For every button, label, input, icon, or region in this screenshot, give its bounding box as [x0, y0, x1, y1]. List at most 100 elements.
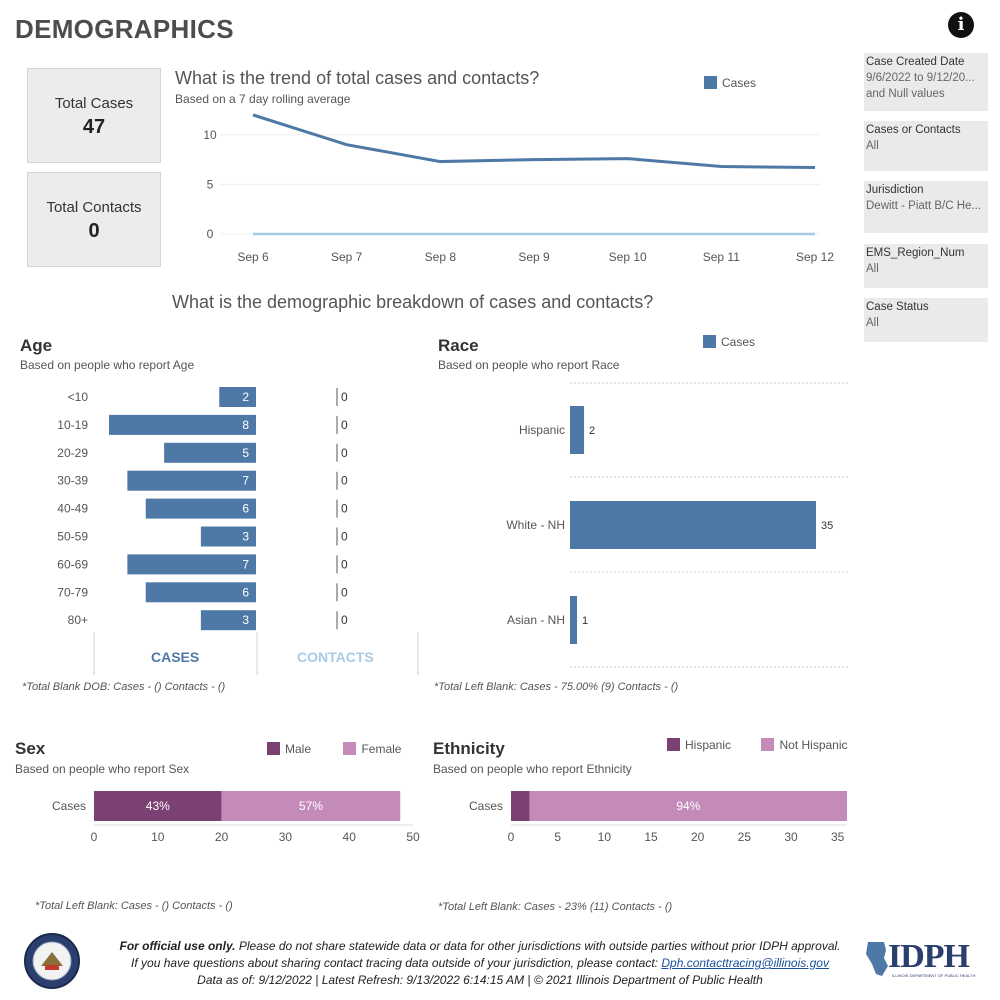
age-cases-value-label: 3 [242, 530, 249, 544]
filter-cases-or-contacts[interactable]: Cases or Contacts All [864, 121, 988, 171]
ethnicity-x-tick-label: 0 [508, 830, 515, 844]
filter-value: 9/6/2022 to 9/12/20... and Null values [866, 70, 986, 102]
sex-legend: Male Female [267, 740, 401, 758]
race-value-label: 1 [582, 615, 588, 627]
filter-case-created-date[interactable]: Case Created Date 9/6/2022 to 9/12/20... a… [864, 53, 988, 111]
race-bar-chart: Hispanic 2 White - NH 35 Asian - NH 1 [506, 382, 850, 668]
filter-value: All [866, 138, 986, 154]
filter-label: Jurisdiction [866, 184, 924, 196]
age-contacts-value-label: 0 [341, 502, 348, 516]
sex-x-tick-label: 10 [151, 830, 165, 844]
filter-label: EMS_Region_Num [866, 247, 965, 259]
sex-x-tick-label: 20 [215, 830, 229, 844]
ethnicity-x-tick-label: 35 [831, 830, 845, 844]
filter-value-line: All [866, 263, 879, 275]
age-cases-bar [219, 387, 256, 407]
trend-cases-line [252, 113, 816, 170]
legend-swatch-cases [704, 76, 717, 89]
ethnicity-category-label: Cases [469, 799, 503, 813]
trend-x-tick-label: Sep 7 [331, 250, 363, 264]
race-value-label: 2 [589, 425, 595, 437]
info-icon[interactable]: i [948, 12, 974, 38]
total-cases-card: Total Cases 47 [27, 68, 161, 163]
state-seal-logo [24, 933, 80, 989]
age-cases-value-label: 3 [242, 613, 249, 627]
sex-segment-label: 43% [146, 799, 170, 813]
trend-legend: Cases [704, 74, 756, 92]
filter-value-line: All [866, 140, 879, 152]
sex-segment-male [94, 791, 222, 821]
sex-x-tick-label: 0 [91, 830, 98, 844]
filter-value-line: All [866, 317, 879, 329]
ethnicity-segment-label: 94% [676, 799, 700, 813]
race-subtitle: Based on people who report Race [438, 358, 620, 372]
trend-subtitle: Based on a 7 day rolling average [175, 92, 351, 106]
legend-swatch-hispanic [667, 738, 680, 751]
total-cases-label: Total Cases [54, 95, 134, 112]
sex-segment-label: 57% [299, 799, 323, 813]
ethnicity-legend-not-hispanic: Not Hispanic [779, 738, 848, 752]
total-contacts-label: Total Contacts [46, 199, 142, 216]
filter-ems-region-num[interactable]: EMS_Region_Num All [864, 244, 988, 288]
race-title: Race [438, 336, 479, 355]
age-blank-note: *Total Blank DOB: Cases - () Contacts - … [22, 681, 226, 693]
age-category-label: 20-29 [57, 446, 88, 460]
age-cases-value-label: 7 [242, 557, 249, 571]
age-category-label: 10-19 [57, 418, 88, 432]
age-cases-bar [145, 498, 256, 519]
legend-swatch-race-cases [703, 335, 716, 348]
filter-label: Case Status [866, 301, 929, 313]
filter-label: Cases or Contacts [866, 124, 961, 136]
age-cases-bar [200, 610, 256, 631]
legend-swatch-not-hispanic [761, 738, 775, 751]
legend-swatch-female [343, 742, 357, 755]
ethnicity-legend: Hispanic Not Hispanic [667, 736, 848, 754]
ethnicity-x-tick-label: 15 [644, 830, 658, 844]
sex-x-tick-label: 50 [406, 830, 420, 844]
age-category-label: 50-59 [57, 530, 88, 544]
age-contacts-value-label: 0 [341, 530, 348, 544]
age-contacts-value-label: 0 [341, 585, 348, 599]
tab-contacts[interactable]: CONTACTS [297, 649, 374, 665]
age-cases-bar [200, 526, 256, 547]
trend-question: What is the trend of total cases and con… [175, 68, 540, 88]
age-cases-bar [164, 442, 256, 463]
ethnicity-stacked-bar-chart: 0 5 10 15 20 25 30 35 Cases 94% [469, 791, 847, 844]
ethnicity-title: Ethnicity [433, 739, 505, 758]
illinois-state-shape-icon [866, 942, 888, 976]
footer-line-3: Data as of: 9/12/2022 | Latest Refresh: … [197, 973, 763, 987]
filter-value-line: 9/6/2022 to 9/12/20... [866, 72, 975, 84]
tab-cases[interactable]: CASES [151, 649, 200, 665]
ethnicity-segment-not-hispanic [529, 791, 847, 821]
age-cases-bar [109, 414, 256, 435]
age-cases-value-label: 6 [242, 585, 249, 599]
trend-y-tick-label: 5 [207, 177, 214, 191]
footer-disclaimer: For official use only. Please do not sha… [100, 938, 860, 989]
ethnicity-segment-hispanic [511, 791, 530, 821]
age-subtitle: Based on people who report Age [20, 358, 195, 372]
age-category-label: 40-49 [57, 502, 88, 516]
ethnicity-blank-note: *Total Left Blank: Cases - 23% (11) Cont… [438, 901, 673, 913]
age-category-label: 30-39 [57, 474, 88, 488]
trend-x-tick-label: Sep 6 [237, 250, 269, 264]
breakdown-question: What is the demographic breakdown of cas… [172, 292, 654, 312]
age-category-label: <10 [68, 390, 89, 404]
contact-email-link[interactable]: Dph.contacttracing@illinois.gov [661, 956, 829, 970]
idph-logo: IDPH ILLINOIS DEPARTMENT OF PUBLIC HEALT… [864, 938, 990, 980]
age-title: Age [20, 336, 53, 355]
age-cases-value-label: 2 [242, 390, 249, 404]
trend-x-tick-label: Sep 11 [703, 250, 740, 264]
sex-blank-note: *Total Left Blank: Cases - () Contacts -… [35, 900, 233, 912]
sex-x-tick-label: 40 [343, 830, 357, 844]
filter-value: All [866, 315, 986, 331]
race-value-label: 35 [821, 520, 833, 532]
age-category-label: 70-79 [57, 585, 88, 599]
sex-title: Sex [15, 739, 46, 758]
age-contacts-value-label: 0 [341, 446, 348, 460]
filter-case-status[interactable]: Case Status All [864, 298, 988, 342]
footer-line-1: For official use only. Please do not sha… [100, 938, 860, 955]
race-category-label: Asian - NH [507, 613, 565, 627]
filter-label: Case Created Date [866, 56, 965, 68]
trend-legend-label: Cases [722, 76, 757, 90]
filter-jurisdiction[interactable]: Jurisdiction Dewitt - Piatt B/C He... [864, 181, 988, 233]
